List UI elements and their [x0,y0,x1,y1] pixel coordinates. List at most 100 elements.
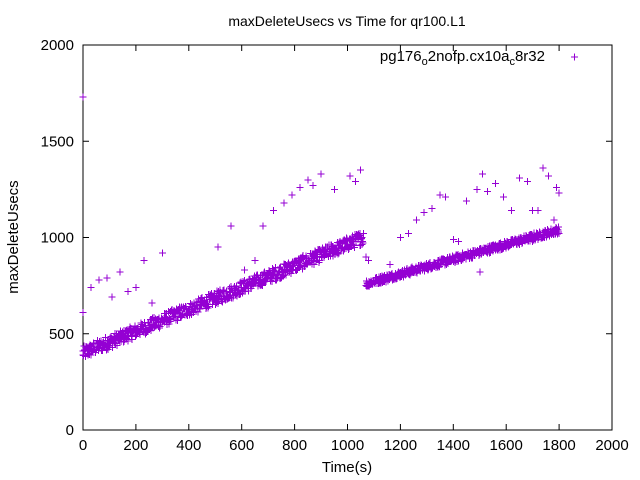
data-point [270,207,277,214]
data-point [555,189,563,197]
data-point [442,193,449,201]
data-point [473,186,481,193]
legend-text-part: 8r32 [515,48,545,65]
data-point [500,193,507,201]
x-tick-label: 600 [229,437,254,454]
data-point [241,266,248,274]
y-tick-label: 1500 [41,133,74,150]
data-point [359,239,367,247]
data-point [280,199,288,207]
data-point [296,184,304,191]
x-axis-label: Time(s) [322,459,372,476]
data-point [79,351,87,359]
data-point [116,268,124,276]
data-point [309,182,317,189]
y-tick-label: 1000 [41,230,74,247]
data-point [352,178,359,185]
data-point [365,257,372,264]
data-point [233,282,240,290]
x-tick-label: 400 [176,437,201,454]
data-point [555,223,562,231]
data-point [251,257,259,264]
legend-subscript: c [509,56,515,68]
data-point [293,267,300,274]
data-point [489,241,497,249]
data-point [140,257,148,264]
data-point [331,186,338,193]
legend-marker [571,53,578,61]
data-point [484,188,491,195]
data-point [268,278,276,285]
data-point [479,170,486,178]
y-axis: 0 500 1000 1500 2000 [41,37,612,439]
y-tick-label: 0 [66,422,74,439]
legend-label: pg176o2nofp.cx10ac8r32 [380,48,545,68]
data-point [79,309,87,316]
data-point [428,205,436,212]
data-point [534,207,542,214]
data-point [103,274,111,282]
data-point [508,207,515,214]
legend-text-part: 2nofp.cx10a [428,48,510,65]
data-point [476,268,484,276]
data-point [436,191,444,199]
data-point [95,276,103,284]
data-point [132,284,140,291]
data-point [296,264,303,271]
data-point [524,178,531,185]
data-point [288,191,296,199]
legend: pg176o2nofp.cx10ac8r32 [380,48,578,68]
x-tick-label: 1000 [331,437,364,454]
data-point [213,299,220,306]
data-point [223,288,230,295]
data-point [539,164,547,172]
data-point [282,271,290,279]
data-point [79,93,87,101]
data-point [277,263,284,271]
x-tick-label: 1200 [384,437,417,454]
data-point [357,166,364,174]
data-point [463,197,470,205]
x-axis: 0 200 400 600 800 1000 1200 1400 1600 1800 2000 [79,45,629,454]
x-tick-label: 200 [123,437,148,454]
data-point [529,238,536,245]
data-point [214,243,222,251]
data-point [227,222,235,230]
data-point [205,303,212,310]
data-point [334,250,342,258]
data-points [79,93,563,360]
data-point [545,172,552,180]
data-point [516,174,523,182]
data-point [124,288,132,295]
data-point [335,249,343,257]
data-point [312,258,320,265]
data-point [413,216,420,224]
data-point [259,282,266,289]
data-point [420,209,428,216]
data-point [455,238,462,245]
y-axis-label: maxDeleteUsecs [5,180,22,293]
data-point [550,216,558,224]
data-point [346,172,354,180]
x-tick-label: 2000 [595,437,628,454]
data-point [148,299,156,307]
legend-subscript: o [422,56,428,68]
x-tick-label: 1400 [437,437,470,454]
data-point [378,272,386,280]
y-tick-label: 500 [49,326,74,343]
data-point [304,176,312,184]
x-tick-label: 800 [282,437,307,454]
x-tick-label: 1800 [542,437,575,454]
data-point [360,230,367,237]
data-point [397,234,404,241]
data-point [214,300,222,307]
legend-marker-icon [571,53,578,61]
data-point [108,293,116,301]
data-point [351,244,358,251]
data-point [87,284,95,291]
data-point [492,180,499,187]
x-tick-label: 1600 [490,437,523,454]
data-point [259,222,267,230]
data-point [159,249,166,257]
